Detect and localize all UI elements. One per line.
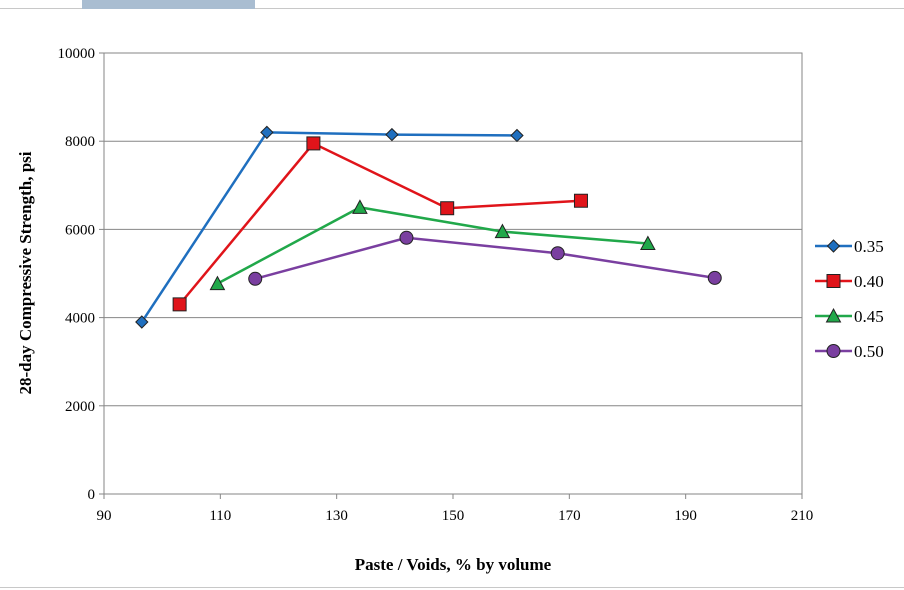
x-axis-ticks: 90 110 130 150 170 190 210: [97, 494, 814, 524]
x-tick-label: 130: [325, 508, 348, 524]
grid-lines: [104, 140, 802, 407]
legend-marker-circle: [826, 344, 841, 358]
data-point-diamond: [385, 127, 399, 142]
legend-item: 0.50: [815, 342, 884, 361]
legend-item: 0.40: [815, 272, 884, 291]
legend-label: 0.35: [854, 237, 884, 256]
y-axis-ticks: 0 2000 4000 6000 8000 10000: [58, 46, 104, 503]
x-tick-label: 90: [97, 508, 112, 524]
data-point-diamond: [135, 315, 149, 329]
series-line: [216, 206, 648, 285]
legend-label: 0.50: [854, 342, 884, 361]
series-line: [178, 141, 582, 306]
legend: 0.35 0.40 0.45 0.50: [815, 237, 884, 361]
y-tick-label: 8000: [65, 134, 95, 150]
y-tick-label: 2000: [65, 399, 95, 415]
x-tick-label: 170: [558, 508, 581, 524]
legend-marker-square: [826, 274, 841, 288]
y-tick-label: 10000: [58, 46, 96, 62]
top-border: [0, 0, 904, 9]
data-point-circle: [399, 230, 414, 245]
x-tick-label: 110: [209, 508, 231, 524]
data-point-square: [573, 193, 588, 208]
series-line: [254, 236, 715, 280]
data-point-circle: [707, 270, 722, 285]
y-tick-label: 0: [88, 487, 96, 503]
x-axis-title: Paste / Voids, % by volume: [355, 555, 552, 574]
bottom-border: [0, 587, 904, 588]
data-point-circle: [550, 246, 565, 261]
data-point-triangle: [640, 235, 656, 251]
x-tick-label: 190: [674, 508, 697, 524]
y-tick-label: 6000: [65, 222, 95, 238]
series-0.40: [172, 136, 588, 312]
x-tick-label: 210: [791, 508, 814, 524]
data-point-triangle: [494, 223, 511, 239]
y-axis-title: 28-day Compressive Strength, psi: [16, 151, 35, 394]
data-point-square: [172, 297, 187, 312]
legend-label: 0.45: [854, 307, 884, 326]
legend-label: 0.40: [854, 272, 884, 291]
data-point-triangle: [209, 275, 226, 291]
data-point-square: [306, 136, 321, 151]
data-point-square: [440, 201, 455, 216]
data-point-triangle: [352, 199, 368, 214]
plot-area: [103, 52, 803, 495]
series-group: [135, 125, 722, 329]
legend-item: 0.45: [815, 307, 884, 326]
series-0.45: [209, 199, 656, 291]
data-point-circle: [248, 271, 263, 286]
legend-marker-triangle: [825, 307, 842, 323]
data-point-diamond: [260, 125, 274, 140]
x-tick-label: 150: [442, 508, 465, 524]
series-0.35: [135, 125, 524, 329]
legend-item: 0.35: [815, 237, 884, 256]
legend-marker-diamond: [826, 239, 841, 253]
header-tab-strip: [82, 0, 255, 9]
data-point-diamond: [510, 128, 524, 143]
series-line: [140, 131, 517, 323]
y-tick-label: 4000: [65, 311, 95, 327]
series-0.50: [248, 230, 722, 286]
